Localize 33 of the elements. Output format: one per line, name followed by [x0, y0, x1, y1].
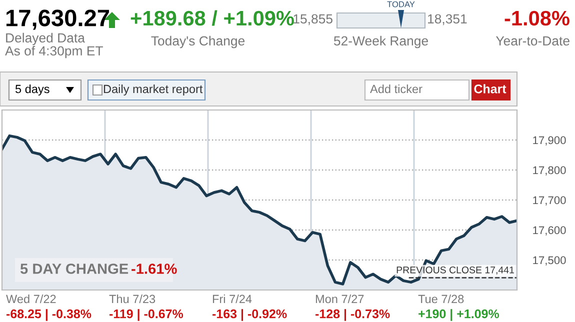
text: Thu 7/23	[109, 294, 156, 304]
text: -1.08%	[504, 10, 570, 26]
text: Today's Change	[151, 36, 245, 48]
text: Wed 7/22	[6, 294, 56, 304]
text: 52-Week Range	[334, 36, 428, 48]
text: As of 4:30pm ET	[5, 46, 103, 58]
text: Fri 7/24	[212, 294, 252, 304]
ref-line-label: PREVIOUS CLOSE 17,441	[396, 266, 514, 275]
y-tick-label: 17,700	[533, 196, 566, 206]
text: TODAY	[387, 1, 415, 8]
text: Tue 7/28	[418, 294, 464, 304]
y-tick-label: 17,600	[533, 226, 566, 236]
text: -163 | -0.92%	[212, 309, 287, 321]
text: Mon 7/27	[316, 294, 364, 304]
text: 17,630.27	[6, 10, 109, 30]
text: Delayed Data	[6, 32, 85, 46]
text: -68.25 | -0.38%	[6, 309, 92, 321]
text: Year-to-Date	[496, 36, 570, 46]
annotation: 5 DAY CHANGE	[20, 264, 128, 274]
text: 5 days	[15, 84, 50, 96]
text: -119 | -0.67%	[109, 309, 184, 321]
y-tick-label: 17,800	[533, 166, 566, 176]
y-tick-label: 17,900	[533, 136, 566, 146]
text: Add ticker	[370, 84, 422, 94]
annotation: -1.61%	[132, 264, 177, 274]
text: 15,855	[294, 14, 332, 26]
text: +189.68 / +1.09%	[130, 10, 294, 26]
text: 18,351	[428, 14, 467, 26]
text: -128 | -0.73%	[315, 309, 390, 321]
text: +190 | +1.09%	[418, 309, 500, 321]
text: Chart	[474, 84, 506, 94]
y-tick-label: 17,500	[533, 256, 566, 266]
text: Daily market report	[104, 84, 203, 96]
